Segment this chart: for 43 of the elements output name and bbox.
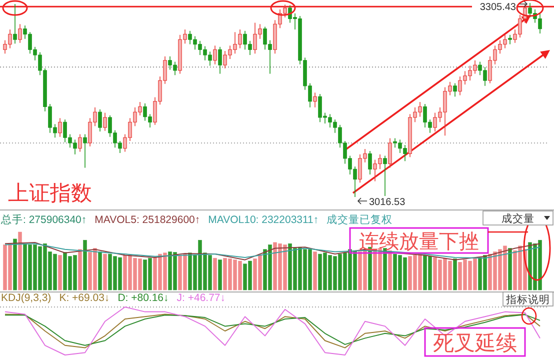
text: KDJ(9,3,3) [1, 292, 52, 304]
candlestick [218, 46, 222, 74]
bar [453, 258, 457, 290]
annotation: 3016.53 [369, 197, 406, 208]
candlestick [388, 138, 392, 168]
candlestick [98, 108, 102, 132]
candlestick [313, 92, 317, 108]
series-label: D: +80.16↓ [118, 292, 169, 304]
candlestick [103, 112, 107, 132]
annotation: 上证指数 [8, 182, 92, 205]
candlestick [58, 118, 62, 138]
candlestick [213, 45, 217, 65]
text: 指标说明 [505, 294, 550, 306]
bar [98, 252, 102, 290]
candlestick [453, 82, 457, 98]
bar [103, 254, 107, 290]
text: 成交量已复权 [326, 213, 393, 226]
annotation: 连续放量下挫 [359, 231, 479, 253]
series-label: J: +46.77↓ [176, 292, 226, 304]
series-label: 总手: 275906340↑ [0, 213, 87, 226]
candlestick [13, 4, 17, 44]
bar [213, 258, 217, 290]
bar [13, 238, 17, 290]
bar [18, 232, 22, 290]
candlestick [508, 34, 512, 45]
candlestick [78, 134, 82, 152]
text: 成交量 [502, 212, 534, 225]
bar [58, 255, 62, 290]
candlestick [18, 24, 22, 44]
text: MAVOL5: 251829600↑ [94, 214, 200, 226]
candlestick [368, 150, 372, 175]
annotation: 死叉延续 [433, 332, 517, 355]
text: K: +69.03↓ [59, 292, 110, 304]
text: MAVOL10: 232203311↑ [208, 214, 319, 226]
bar [78, 249, 82, 290]
bar [388, 250, 392, 290]
candlestick [383, 155, 387, 196]
bar [218, 260, 222, 290]
bar [83, 240, 87, 290]
bar [508, 248, 512, 290]
bar [313, 252, 317, 290]
candlestick [83, 134, 87, 168]
annotation: 3305.43 [480, 2, 516, 13]
